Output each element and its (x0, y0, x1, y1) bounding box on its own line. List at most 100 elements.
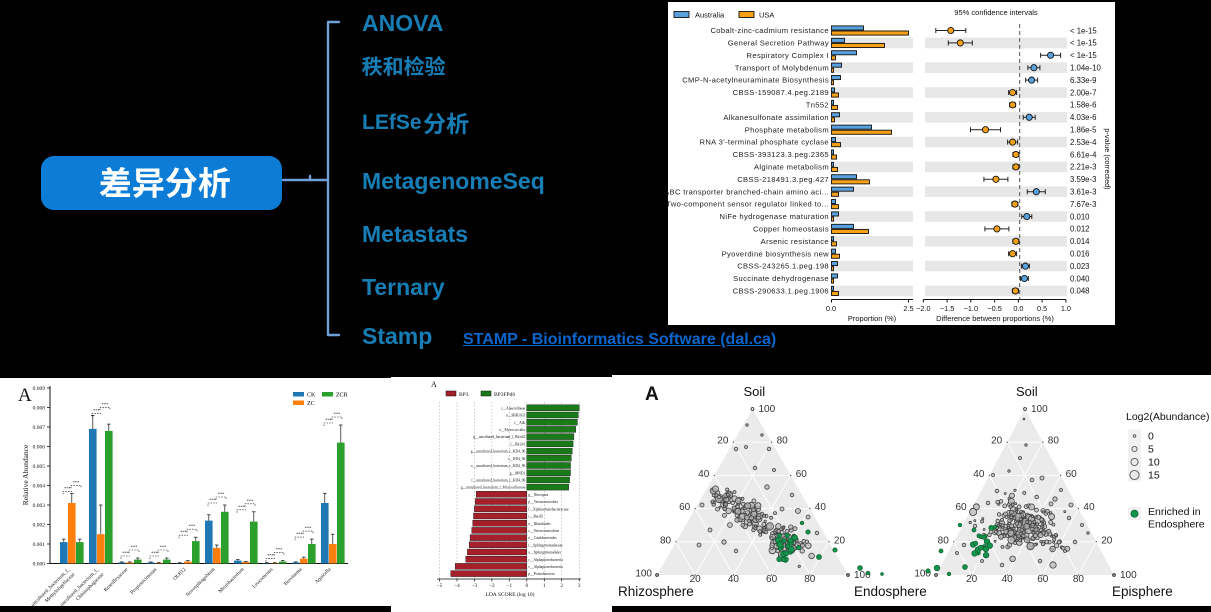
svg-text:***: *** (276, 547, 284, 552)
svg-text:40: 40 (698, 469, 710, 480)
svg-text:15: 15 (1148, 470, 1160, 482)
svg-text:0.007: 0.007 (33, 425, 46, 431)
svg-text:100: 100 (854, 570, 871, 581)
svg-text:Soil: Soil (744, 384, 766, 399)
svg-text:80: 80 (1073, 574, 1085, 585)
svg-text:***: *** (296, 532, 304, 537)
svg-text:c__Alphaproteobacteria: c__Alphaproteobacteria (528, 558, 563, 562)
svg-text:Copper homeostasis: Copper homeostasis (753, 225, 829, 234)
svg-text:1.04e-10: 1.04e-10 (1070, 64, 1101, 73)
svg-text:***: *** (160, 545, 168, 550)
svg-text:***: *** (325, 418, 333, 423)
svg-text:g__uncultured_bacterium_f_Blri: g__uncultured_bacterium_f_Blrii41 (473, 435, 525, 439)
svg-text:Leucomonas: Leucomonas (251, 567, 274, 590)
svg-text:A: A (18, 385, 32, 406)
svg-text:6.61e-4: 6.61e-4 (1070, 150, 1097, 159)
svg-text:***: *** (209, 498, 217, 503)
svg-text:95% confidence intervals: 95% confidence intervals (954, 8, 1038, 17)
svg-text:−4: −4 (454, 583, 460, 589)
svg-text:Succinate dehydrogenase: Succinate dehydrogenase (733, 274, 829, 283)
svg-text:0.5: 0.5 (1037, 304, 1047, 313)
svg-text:4.03e-6: 4.03e-6 (1070, 113, 1096, 122)
svg-text:Alginate metabolism: Alginate metabolism (754, 163, 829, 172)
svg-text:CBSS-159087.4.peg.2189: CBSS-159087.4.peg.2189 (733, 88, 829, 97)
svg-text:g__uncultured_bacterium_f_Micr: g__uncultured_bacterium_f_Microscillacea… (461, 486, 526, 490)
svg-text:Tn552: Tn552 (806, 101, 829, 110)
svg-text:0.001: 0.001 (33, 542, 46, 548)
svg-text:***: *** (122, 551, 130, 556)
svg-text:CBSS-393123.3.peg.2365: CBSS-393123.3.peg.2365 (733, 150, 829, 159)
svg-text:Proportion (%): Proportion (%) (848, 314, 897, 323)
svg-text:0.003: 0.003 (33, 503, 46, 509)
svg-text:0.004: 0.004 (33, 484, 46, 490)
svg-text:2.5: 2.5 (903, 304, 913, 313)
svg-text:***: *** (189, 524, 197, 529)
svg-text:1: 1 (543, 583, 546, 589)
svg-text:f__Sphingomonadaceae: f__Sphingomonadaceae (528, 543, 563, 547)
svg-text:Phosphate metabolism: Phosphate metabolism (745, 125, 829, 134)
svg-text:2.53e-4: 2.53e-4 (1070, 138, 1097, 147)
svg-text:0.0: 0.0 (826, 304, 836, 313)
svg-text:0.009: 0.009 (33, 386, 46, 392)
svg-text:Difference between proportions: Difference between proportions (%) (936, 314, 1054, 323)
svg-text:0: 0 (526, 583, 529, 589)
svg-text:1.86e-5: 1.86e-5 (1070, 126, 1097, 135)
svg-text:7.67e-3: 7.67e-3 (1070, 200, 1096, 209)
svg-text:0.012: 0.012 (1070, 225, 1090, 234)
svg-text:***: *** (180, 530, 188, 535)
svg-text:0.0: 0.0 (1013, 304, 1023, 313)
svg-text:Roseiflexaceae: Roseiflexaceae (102, 565, 130, 593)
svg-text:−1.5: −1.5 (940, 304, 954, 313)
svg-text:***: *** (151, 551, 159, 556)
svg-text:Episphere: Episphere (1112, 584, 1173, 599)
svg-text:3.61e-3: 3.61e-3 (1070, 188, 1096, 197)
svg-text:A: A (645, 384, 659, 405)
svg-text:60: 60 (955, 502, 967, 513)
svg-text:c__KD4_96: c__KD4_96 (508, 457, 526, 461)
svg-text:−5: −5 (437, 583, 443, 589)
svg-text:80: 80 (660, 535, 672, 546)
svg-text:o__Caulobacterales: o__Caulobacterales (528, 536, 557, 540)
svg-text:ZCR: ZCR (336, 393, 348, 399)
svg-text:Enriched in: Enriched in (1148, 506, 1201, 518)
svg-text:80: 80 (938, 535, 950, 546)
svg-text:1.58e-6: 1.58e-6 (1070, 101, 1096, 110)
svg-text:100: 100 (635, 569, 652, 580)
svg-text:***: *** (267, 553, 275, 558)
svg-text:Cobalt-zinc-cadmium resistance: Cobalt-zinc-cadmium resistance (710, 26, 829, 35)
svg-text:0: 0 (1148, 431, 1154, 443)
svg-text:Relative Abundance: Relative Abundance (21, 444, 30, 505)
svg-text:3: 3 (578, 583, 581, 589)
svg-text:40: 40 (1002, 574, 1014, 585)
svg-text:c__Anaerolineae: c__Anaerolineae (501, 406, 526, 410)
svg-text:Transport of Molybdenum: Transport of Molybdenum (735, 63, 829, 72)
svg-text:Brevinema: Brevinema (283, 566, 304, 587)
svg-text:***: *** (305, 526, 313, 531)
svg-text:Propionicimonas: Propionicimonas (129, 567, 158, 596)
svg-text:Rhizosphere: Rhizosphere (618, 584, 694, 599)
svg-text:***: *** (64, 486, 72, 491)
svg-text:Novosphingobium: Novosphingobium (185, 567, 217, 599)
svg-text:o__SBR1031: o__SBR1031 (506, 414, 526, 418)
svg-text:p__Verrucomicrobia: p__Verrucomicrobia (528, 500, 558, 504)
svg-text:c__Alphaproteobacteria: c__Alphaproteobacteria (528, 565, 563, 569)
svg-text:CK: CK (307, 393, 316, 399)
svg-text:Two-component sensor regulator: Two-component sensor regulator linked to… (668, 200, 829, 209)
svg-text:60: 60 (679, 502, 691, 513)
svg-text:Australia: Australia (695, 11, 725, 20)
svg-text:o__Sphingomonadales: o__Sphingomonadales (528, 551, 561, 555)
svg-text:60: 60 (796, 469, 808, 480)
svg-text:40: 40 (973, 469, 985, 480)
svg-text:0.048: 0.048 (1070, 287, 1090, 296)
svg-text:***: *** (247, 498, 255, 503)
svg-text:5: 5 (1148, 444, 1154, 456)
svg-text:***: *** (93, 408, 101, 413)
svg-text:g__Nitrospira: g__Nitrospira (528, 493, 548, 497)
svg-text:RNA 3'-terminal phosphate cycl: RNA 3'-terminal phosphate cyclase (700, 138, 830, 147)
svg-text:20: 20 (966, 574, 978, 585)
svg-text:−0.5: −0.5 (987, 304, 1001, 313)
svg-text:USA: USA (759, 11, 774, 20)
svg-text:10: 10 (1148, 457, 1160, 469)
svg-text:80: 80 (777, 436, 789, 447)
svg-text:60: 60 (1066, 469, 1078, 480)
